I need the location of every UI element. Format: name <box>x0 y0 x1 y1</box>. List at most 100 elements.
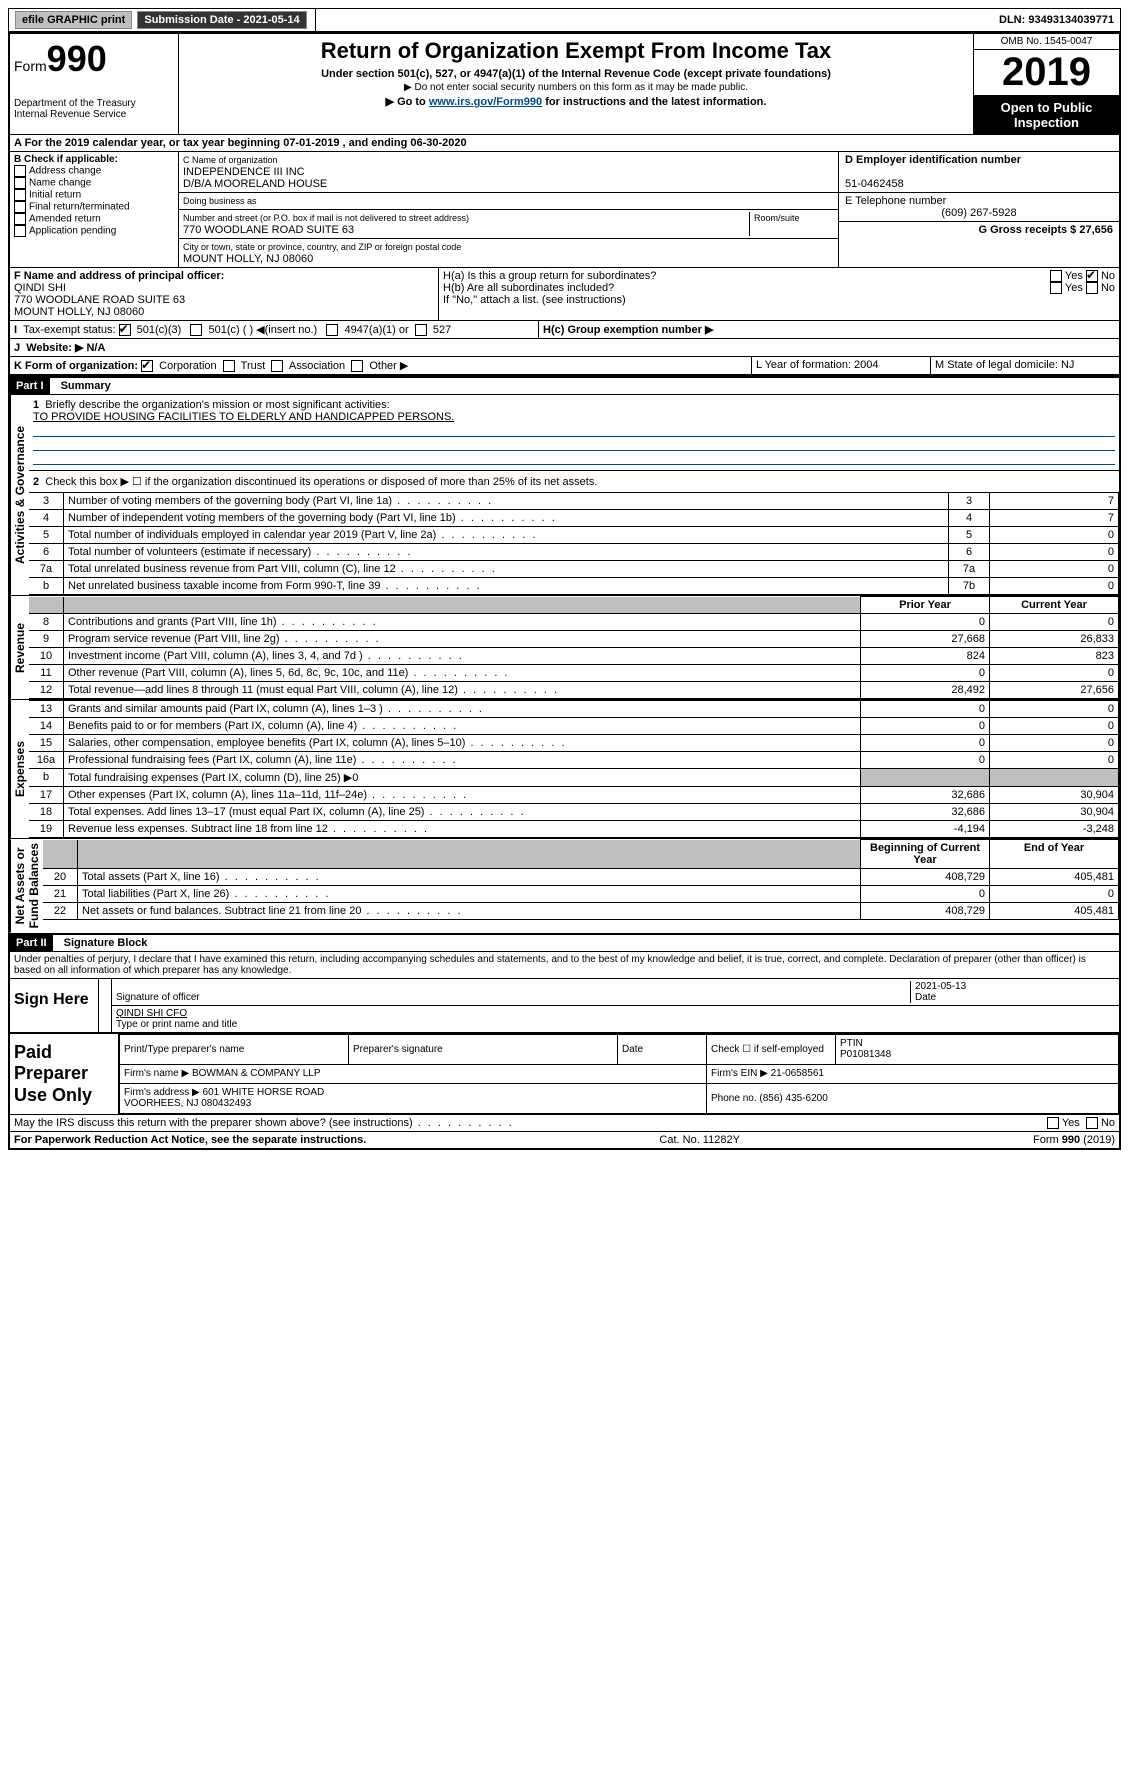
table-row: 12Total revenue—add lines 8 through 11 (… <box>29 682 1119 699</box>
sig-fields: Signature of officer 2021-05-13Date QIND… <box>112 979 1119 1032</box>
firm-phone-lbl: Phone no. <box>711 1093 757 1104</box>
pt-date-lbl: Date <box>618 1034 707 1065</box>
firm-addr-lbl: Firm's address ▶ <box>124 1087 200 1098</box>
phone-value: (609) 267-5928 <box>845 207 1113 219</box>
checkbox-amended[interactable] <box>14 213 26 225</box>
table-row: 11Other revenue (Part VIII, column (A), … <box>29 665 1119 682</box>
discuss-no[interactable] <box>1086 1117 1098 1129</box>
cb-501c3[interactable] <box>119 324 131 336</box>
firm-addr-cell: Firm's address ▶ 601 WHITE HORSE ROAD VO… <box>120 1083 707 1114</box>
ptin-cell: PTINP01081348 <box>836 1034 1119 1065</box>
ha-label: H(a) Is this a group return for subordin… <box>443 270 656 282</box>
discuss-text: May the IRS discuss this return with the… <box>14 1117 514 1129</box>
open-public-badge: Open to Public Inspection <box>974 96 1119 134</box>
checkbox-final[interactable] <box>14 201 26 213</box>
submission-date-btn[interactable]: Submission Date - 2021-05-14 <box>137 11 306 29</box>
checkbox-address[interactable] <box>14 165 26 177</box>
gross-receipts: G Gross receipts $ 27,656 <box>839 222 1119 238</box>
ha-yes-lbl: Yes <box>1065 270 1083 282</box>
k-label: K Form of organization: <box>14 360 138 372</box>
col-l: L Year of formation: 2004 <box>751 357 930 374</box>
irs-link[interactable]: www.irs.gov/Form990 <box>429 96 542 108</box>
cat-no: Cat. No. 11282Y <box>659 1134 740 1146</box>
lbl-other: Other ▶ <box>369 360 408 372</box>
form-label: Form <box>14 58 47 74</box>
table-row: bNet unrelated business taxable income f… <box>29 578 1119 595</box>
ein-value: 51-0462458 <box>845 178 904 190</box>
ha-no-lbl: No <box>1101 270 1115 282</box>
cb-4947[interactable] <box>326 324 338 336</box>
sig-date-lbl: Date <box>915 992 936 1003</box>
cb-trust[interactable] <box>223 360 235 372</box>
part1-badge: Part I <box>10 378 50 394</box>
room-label: Room/suite <box>754 213 800 223</box>
top-bar: efile GRAPHIC print Submission Date - 20… <box>8 8 1121 32</box>
header-left: Form990 Department of the Treasury Inter… <box>10 34 179 134</box>
col-c-org: C Name of organization INDEPENDENCE III … <box>179 152 839 267</box>
pt-check-lbl: Check ☐ if self-employed <box>707 1034 836 1065</box>
hb-yes-lbl: Yes <box>1065 282 1083 294</box>
lbl-527: 527 <box>433 324 451 336</box>
lbl-address: Address change <box>29 166 101 177</box>
line2-text: Check this box ▶ ☐ if the organization d… <box>45 476 597 488</box>
hb-no[interactable] <box>1086 282 1098 294</box>
cb-501c[interactable] <box>190 324 202 336</box>
pt-name-lbl: Print/Type preparer's name <box>120 1034 349 1065</box>
table-row: 6Total number of volunteers (estimate if… <box>29 544 1119 561</box>
mission-text: TO PROVIDE HOUSING FACILITIES TO ELDERLY… <box>33 411 454 423</box>
row-f-h: F Name and address of principal officer:… <box>10 268 1119 321</box>
i-label: Tax-exempt status: <box>23 324 115 336</box>
discuss-yes[interactable] <box>1047 1117 1059 1129</box>
efile-graphic-btn[interactable]: efile GRAPHIC print <box>15 11 132 29</box>
footer-row: For Paperwork Reduction Act Notice, see … <box>10 1131 1119 1148</box>
table-row: 17Other expenses (Part IX, column (A), l… <box>29 787 1119 804</box>
ein-box: D Employer identification number 51-0462… <box>839 152 1119 193</box>
header-right: OMB No. 1545-0047 2019 Open to Public In… <box>974 34 1119 134</box>
goto-pre: ▶ Go to <box>386 96 429 108</box>
col-b-title: B Check if applicable: <box>14 154 118 165</box>
table-row: 3Number of voting members of the governi… <box>29 493 1119 510</box>
lbl-501c3: 501(c)(3) <box>137 324 182 336</box>
table-row: 19Revenue less expenses. Subtract line 1… <box>29 821 1119 838</box>
cb-corp[interactable] <box>141 360 153 372</box>
form-990: 990 <box>47 38 107 79</box>
checkbox-initial[interactable] <box>14 189 26 201</box>
lbl-pending: Application pending <box>29 226 116 237</box>
type-print-lbl: Type or print name and title <box>116 1019 237 1030</box>
addr-box: Number and street (or P.O. box if mail i… <box>179 210 838 239</box>
gov-body: 1 Briefly describe the organization's mi… <box>29 395 1119 595</box>
ha-no[interactable] <box>1086 270 1098 282</box>
hb-yes[interactable] <box>1050 282 1062 294</box>
dln-label: DLN: 93493134039771 <box>993 12 1120 28</box>
form-header: Form990 Department of the Treasury Inter… <box>10 34 1119 135</box>
cb-527[interactable] <box>415 324 427 336</box>
ptin-lbl: PTIN <box>840 1038 863 1049</box>
hc-label: H(c) Group exemption number ▶ <box>543 324 713 336</box>
table-row: 16aProfessional fundraising fees (Part I… <box>29 752 1119 769</box>
addr-label: Number and street (or P.O. box if mail i… <box>183 213 469 223</box>
col-b-checkboxes: B Check if applicable: Address change Na… <box>10 152 179 267</box>
cb-other[interactable] <box>351 360 363 372</box>
blank-line-3 <box>33 452 1115 465</box>
subtitle-2: ▶ Do not enter social security numbers o… <box>183 82 969 93</box>
net-body: Beginning of Current YearEnd of Year20To… <box>43 839 1119 932</box>
checkbox-pending[interactable] <box>14 225 26 237</box>
checkbox-name[interactable] <box>14 177 26 189</box>
firm-ein-cell: Firm's EIN ▶ 21-0658561 <box>707 1065 1119 1083</box>
col-f: F Name and address of principal officer:… <box>10 268 439 320</box>
cb-assoc[interactable] <box>271 360 283 372</box>
ha-yes[interactable] <box>1050 270 1062 282</box>
phone-label: E Telephone number <box>845 195 946 207</box>
table-header-row: Beginning of Current YearEnd of Year <box>43 840 1119 869</box>
discuss-no-lbl: No <box>1101 1117 1115 1129</box>
table-row: 4Number of independent voting members of… <box>29 510 1119 527</box>
paid-row-1: Print/Type preparer's name Preparer's si… <box>120 1034 1119 1065</box>
table-row: 9Program service revenue (Part VIII, lin… <box>29 631 1119 648</box>
paid-row-3: Firm's address ▶ 601 WHITE HORSE ROAD VO… <box>120 1083 1119 1114</box>
firm-name-val: BOWMAN & COMPANY LLP <box>192 1068 321 1079</box>
hb-label: H(b) Are all subordinates included? <box>443 282 614 294</box>
hb-no-lbl: No <box>1101 282 1115 294</box>
dept-treasury: Department of the Treasury Internal Reve… <box>14 98 174 120</box>
part2-badge: Part II <box>10 935 53 951</box>
table-row: 10Investment income (Part VIII, column (… <box>29 648 1119 665</box>
